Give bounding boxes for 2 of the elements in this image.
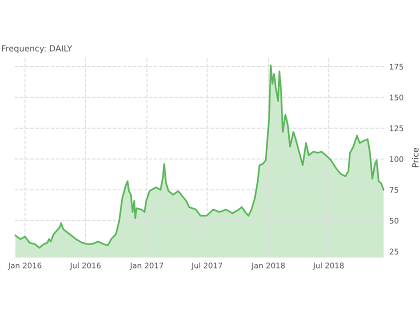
y-axis-title: Price — [412, 148, 419, 168]
chart-title: Frequency: DAILY — [2, 45, 72, 54]
